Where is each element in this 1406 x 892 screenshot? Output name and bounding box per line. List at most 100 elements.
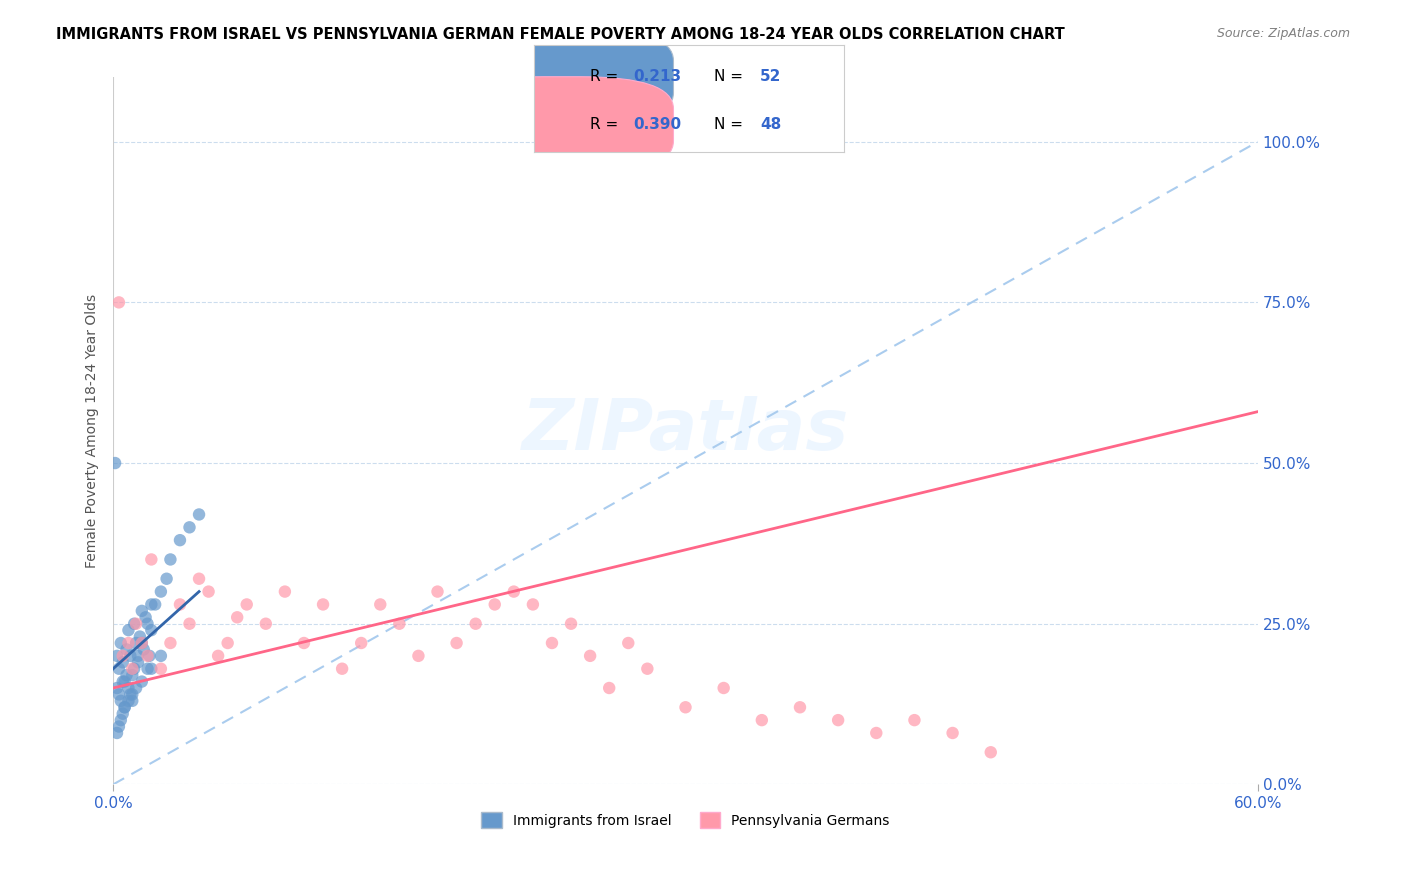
Point	[127, 648, 149, 663]
Point	[115, 642, 138, 657]
Point	[131, 604, 153, 618]
Point	[865, 726, 887, 740]
Point	[149, 648, 172, 663]
Point	[132, 642, 155, 657]
Point	[980, 745, 1002, 759]
Point	[502, 584, 524, 599]
Point	[131, 636, 153, 650]
Point	[254, 616, 277, 631]
Point	[125, 636, 148, 650]
Point	[675, 700, 697, 714]
Point	[598, 681, 620, 695]
Point	[141, 662, 163, 676]
Point	[143, 598, 166, 612]
Point	[159, 636, 181, 650]
Point	[117, 681, 139, 695]
Point	[105, 726, 128, 740]
Point	[560, 616, 582, 631]
Point	[108, 720, 131, 734]
Point	[125, 681, 148, 695]
Point	[110, 713, 132, 727]
Point	[108, 687, 131, 701]
Point	[942, 726, 965, 740]
Point	[149, 662, 172, 676]
Point	[129, 630, 152, 644]
Point	[114, 700, 136, 714]
Point	[125, 616, 148, 631]
Point	[636, 662, 658, 676]
Point	[127, 655, 149, 669]
Point	[149, 584, 172, 599]
Point	[141, 552, 163, 566]
Text: 0.213: 0.213	[633, 70, 682, 84]
Point	[114, 700, 136, 714]
Point	[141, 623, 163, 637]
Text: 52: 52	[761, 70, 782, 84]
Point	[115, 668, 138, 682]
Text: 0.390: 0.390	[633, 118, 682, 132]
Text: N =: N =	[714, 70, 748, 84]
Point	[138, 648, 160, 663]
Point	[169, 533, 191, 548]
Point	[131, 674, 153, 689]
Point	[446, 636, 468, 650]
Point	[408, 648, 430, 663]
Text: IMMIGRANTS FROM ISRAEL VS PENNSYLVANIA GERMAN FEMALE POVERTY AMONG 18-24 YEAR OL: IMMIGRANTS FROM ISRAEL VS PENNSYLVANIA G…	[56, 27, 1064, 42]
Point	[197, 584, 219, 599]
Point	[179, 520, 201, 534]
Point	[121, 687, 143, 701]
Point	[235, 598, 257, 612]
Legend: Immigrants from Israel, Pennsylvania Germans: Immigrants from Israel, Pennsylvania Ger…	[475, 806, 896, 834]
Text: ZIPatlas: ZIPatlas	[522, 396, 849, 466]
Point	[122, 616, 145, 631]
Point	[330, 662, 353, 676]
Point	[217, 636, 239, 650]
Point	[108, 295, 131, 310]
Point	[141, 598, 163, 612]
Text: R =: R =	[591, 118, 623, 132]
Point	[207, 648, 229, 663]
Y-axis label: Female Poverty Among 18-24 Year Olds: Female Poverty Among 18-24 Year Olds	[86, 293, 100, 568]
Point	[464, 616, 486, 631]
Point	[114, 674, 136, 689]
Point	[226, 610, 249, 624]
Point	[111, 706, 134, 721]
Point	[713, 681, 735, 695]
FancyBboxPatch shape	[451, 77, 673, 173]
Point	[110, 636, 132, 650]
Text: 48: 48	[761, 118, 782, 132]
Text: Source: ZipAtlas.com: Source: ZipAtlas.com	[1216, 27, 1350, 40]
Point	[789, 700, 811, 714]
Point	[121, 694, 143, 708]
Point	[108, 662, 131, 676]
Point	[179, 616, 201, 631]
Point	[522, 598, 544, 612]
Text: N =: N =	[714, 118, 748, 132]
Point	[111, 674, 134, 689]
FancyBboxPatch shape	[451, 29, 673, 125]
Point	[188, 572, 211, 586]
Point	[111, 655, 134, 669]
Point	[350, 636, 373, 650]
Point	[110, 694, 132, 708]
Point	[120, 648, 142, 663]
Point	[579, 648, 602, 663]
Point	[111, 648, 134, 663]
Point	[136, 616, 159, 631]
Point	[388, 616, 411, 631]
Point	[121, 662, 143, 676]
Point	[617, 636, 640, 650]
Point	[155, 572, 177, 586]
Point	[188, 508, 211, 522]
Point	[120, 687, 142, 701]
Point	[274, 584, 297, 599]
Point	[105, 681, 128, 695]
Point	[117, 694, 139, 708]
Point	[131, 636, 153, 650]
Point	[136, 648, 159, 663]
Point	[541, 636, 564, 650]
Point	[122, 662, 145, 676]
Point	[169, 598, 191, 612]
Point	[135, 610, 157, 624]
Point	[292, 636, 315, 650]
